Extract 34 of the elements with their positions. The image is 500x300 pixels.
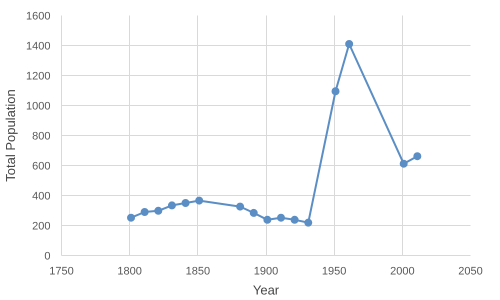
point <box>263 216 272 224</box>
point <box>250 208 258 217</box>
x-tick-label: 1750 <box>49 266 74 278</box>
y-tick-label: 800 <box>32 130 51 142</box>
y-tick-label: 1400 <box>26 40 51 52</box>
point <box>168 201 176 210</box>
point <box>127 214 136 222</box>
x-tick-label: 1950 <box>322 266 346 278</box>
y-tick-label: 1000 <box>26 100 51 112</box>
point <box>400 160 408 168</box>
x-tick-label: 1900 <box>254 266 278 278</box>
y-axis-title: Total Population <box>3 89 18 182</box>
point <box>236 202 244 211</box>
point <box>290 216 299 224</box>
x-axis-title: Year <box>252 282 280 298</box>
point <box>413 152 422 160</box>
point <box>195 196 204 205</box>
point <box>304 218 312 227</box>
y-tick-label: 200 <box>32 220 51 232</box>
x-tick-label: 2000 <box>390 266 415 278</box>
point <box>140 208 149 216</box>
y-tick-label: 400 <box>32 190 51 202</box>
point <box>182 199 190 207</box>
point <box>332 87 340 96</box>
y-tick-label: 600 <box>32 160 51 172</box>
y-tick-label: 0 <box>44 250 51 262</box>
point <box>345 40 354 48</box>
x-tick-label: 1850 <box>186 266 210 278</box>
point <box>276 214 285 222</box>
x-tick-label: 1800 <box>117 266 142 278</box>
point <box>154 206 162 215</box>
x-tick-label: 2050 <box>458 266 483 278</box>
y-tick-label: 1200 <box>26 70 51 82</box>
y-tick-label: 1600 <box>26 10 51 22</box>
